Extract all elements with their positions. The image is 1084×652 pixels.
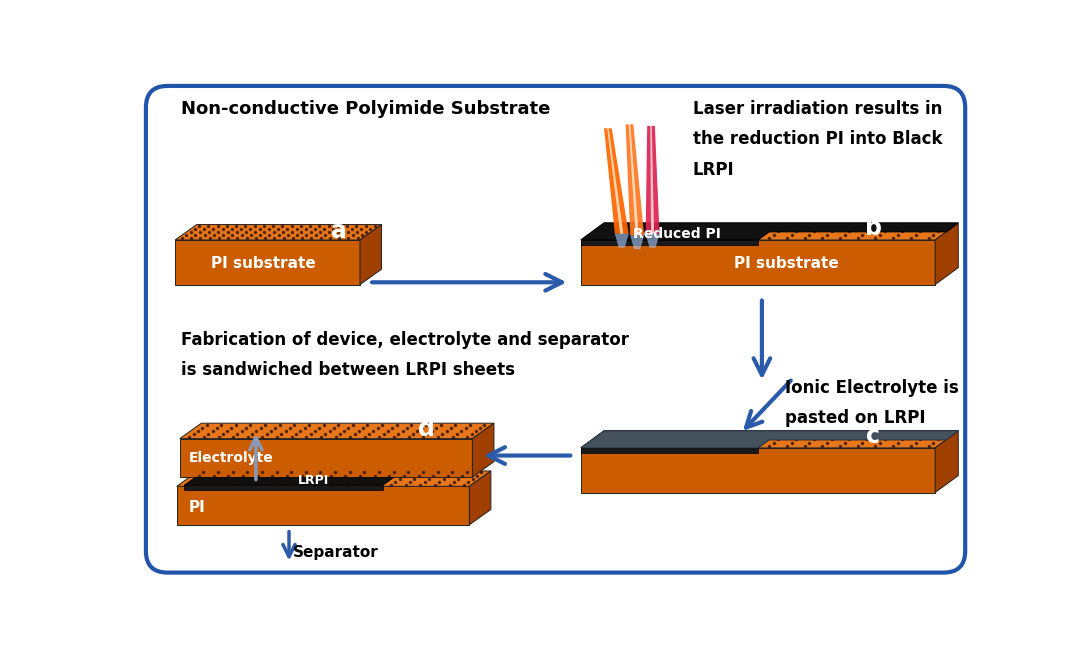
Text: Ionic Electrolyte is
pasted on LRPI: Ionic Electrolyte is pasted on LRPI <box>785 379 958 427</box>
Polygon shape <box>607 128 623 234</box>
Text: Laser irradiation results in
the reduction PI into Black
LRPI: Laser irradiation results in the reducti… <box>693 100 942 179</box>
Polygon shape <box>184 485 384 490</box>
Polygon shape <box>469 471 491 525</box>
Polygon shape <box>177 486 469 525</box>
Polygon shape <box>177 471 491 486</box>
Polygon shape <box>581 431 958 448</box>
Polygon shape <box>360 224 382 285</box>
Polygon shape <box>176 240 360 285</box>
Polygon shape <box>935 223 958 285</box>
Polygon shape <box>176 224 382 240</box>
Polygon shape <box>935 431 958 492</box>
Polygon shape <box>581 223 958 240</box>
Polygon shape <box>581 431 958 448</box>
Polygon shape <box>180 423 494 439</box>
Text: Reduced PI: Reduced PI <box>633 227 721 241</box>
Text: Fabrication of device, electrolyte and separator
is sandwiched between LRPI shee: Fabrication of device, electrolyte and s… <box>181 331 629 379</box>
Text: PI substrate: PI substrate <box>734 256 839 271</box>
Polygon shape <box>615 234 629 248</box>
Polygon shape <box>184 478 393 485</box>
Polygon shape <box>581 240 758 245</box>
Polygon shape <box>180 439 473 477</box>
Polygon shape <box>650 126 654 234</box>
Polygon shape <box>630 235 644 249</box>
Polygon shape <box>629 125 638 235</box>
Polygon shape <box>581 240 935 285</box>
Text: Electrolyte: Electrolyte <box>189 451 273 465</box>
Text: Non-conductive Polyimide Substrate: Non-conductive Polyimide Substrate <box>181 100 550 118</box>
Text: b: b <box>865 216 882 240</box>
Text: c: c <box>866 424 880 448</box>
Text: d: d <box>418 417 436 441</box>
Polygon shape <box>625 125 644 235</box>
Text: a: a <box>331 220 347 243</box>
FancyBboxPatch shape <box>146 86 965 572</box>
Text: PI: PI <box>189 500 205 515</box>
Polygon shape <box>604 128 629 234</box>
Polygon shape <box>646 126 659 234</box>
Polygon shape <box>581 431 958 448</box>
Polygon shape <box>581 448 758 453</box>
Polygon shape <box>473 423 494 477</box>
Polygon shape <box>646 234 659 248</box>
Polygon shape <box>581 448 935 492</box>
Text: LRPI: LRPI <box>298 474 330 486</box>
Text: Separator: Separator <box>293 545 378 560</box>
Text: PI substrate: PI substrate <box>211 256 317 271</box>
Polygon shape <box>581 223 958 240</box>
